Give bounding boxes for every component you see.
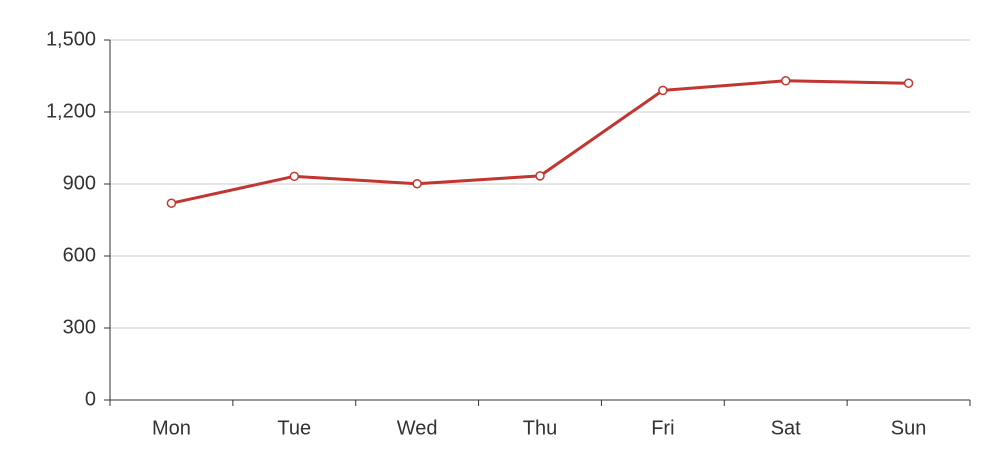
data-point <box>780 76 791 86</box>
x-tick-label: Fri <box>651 417 674 439</box>
y-tick-label: 1,500 <box>46 28 96 50</box>
data-point <box>289 171 300 182</box>
data-point <box>535 171 545 181</box>
x-tick-label: Mon <box>152 417 191 439</box>
y-tick-label: 600 <box>63 244 96 266</box>
x-tick-label: Tue <box>277 417 311 439</box>
x-tick-label: Thu <box>523 417 557 439</box>
data-point <box>903 78 914 88</box>
x-tick-label: Sat <box>771 417 801 439</box>
data-line <box>171 79 909 205</box>
y-tick-label: 1,200 <box>46 100 96 122</box>
y-tick-label: 0 <box>85 388 96 410</box>
y-tick-label: 300 <box>63 316 96 338</box>
y-tick-label: 900 <box>63 172 96 194</box>
data-point <box>412 179 422 189</box>
data-point <box>166 198 177 208</box>
data-point <box>658 85 668 96</box>
x-tick-label: Wed <box>397 417 438 439</box>
x-tick-label: Sun <box>891 417 927 439</box>
